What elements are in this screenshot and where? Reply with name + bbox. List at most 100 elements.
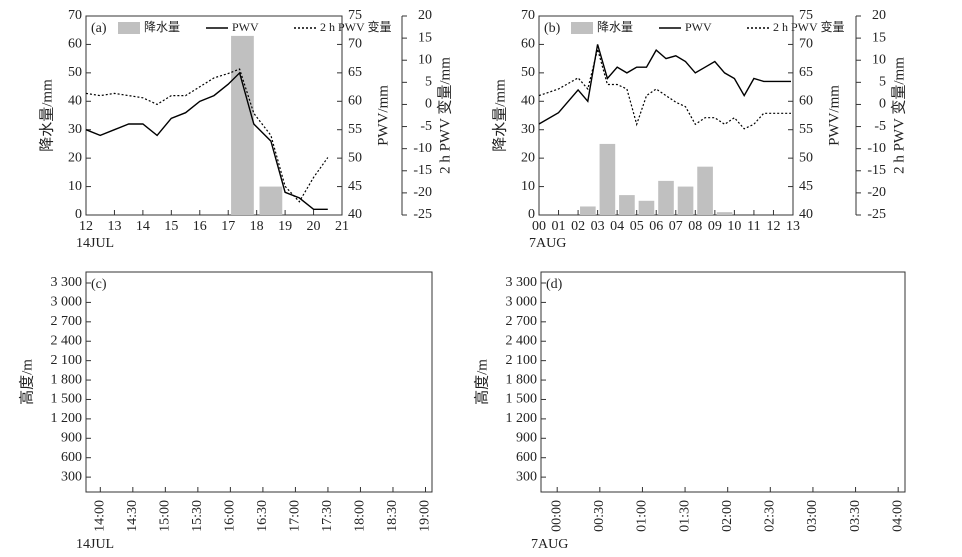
y-tick-label: 30 — [68, 122, 82, 137]
y3-tick-label: -15 — [867, 163, 886, 178]
x-tick-label: 03:00 — [805, 500, 820, 532]
y-tick-label: 20 — [68, 150, 82, 165]
y2-tick-label: 55 — [348, 122, 362, 137]
panel-label: (b) — [544, 21, 561, 36]
y-tick-label: 30 — [521, 122, 535, 137]
y3-tick-label: 5 — [425, 75, 432, 90]
y-tick-label: 2 100 — [506, 353, 538, 368]
bar — [259, 186, 283, 215]
y2-tick-label: 50 — [348, 150, 362, 165]
legend-label: PWV — [232, 20, 259, 34]
x-tick-label: 16:00 — [223, 500, 238, 532]
y2-tick-label: 65 — [348, 65, 362, 80]
y-tick-label: 20 — [521, 150, 535, 165]
y2-tick-label: 45 — [348, 179, 362, 194]
y-tick-label: 900 — [61, 431, 82, 446]
x-tick-label: 17 — [221, 219, 235, 234]
y-axis-label: 降水量/mm — [491, 79, 508, 152]
x-tick-label: 01:30 — [677, 500, 692, 532]
x-date-label: 7AUG — [531, 537, 568, 552]
bar — [716, 212, 733, 215]
x-tick-label: 08 — [688, 219, 702, 234]
y-tick-label: 3 300 — [506, 275, 538, 290]
y3-tick-label: 0 — [879, 97, 886, 112]
y-tick-label: 60 — [68, 37, 82, 52]
y3-tick-label: -25 — [413, 207, 432, 222]
y-tick-label: 600 — [516, 450, 537, 465]
y2-tick-label: 60 — [799, 94, 813, 109]
plot-frame — [85, 15, 343, 216]
y-tick-label: 1 800 — [51, 372, 83, 387]
y2-axis-label: PWV/mm — [826, 85, 842, 146]
y2-tick-label: 70 — [799, 37, 813, 52]
y-tick-label: 1 200 — [51, 411, 83, 426]
x-tick-label: 14:00 — [93, 500, 108, 532]
x-tick-label: 19 — [278, 219, 292, 234]
x-tick-label: 13 — [786, 219, 800, 234]
y2-tick-label: 55 — [799, 122, 813, 137]
y-tick-label: 40 — [521, 94, 535, 109]
y3-tick-label: -20 — [413, 185, 432, 200]
y2-tick-label: 70 — [348, 37, 362, 52]
y3-tick-label: -5 — [874, 119, 886, 134]
legend-label: PWV — [685, 20, 712, 34]
x-tick-label: 15:00 — [158, 500, 173, 532]
x-tick-label: 18 — [250, 219, 264, 234]
plot-frame — [540, 271, 906, 493]
y3-tick-label: -10 — [413, 141, 432, 156]
x-tick-label: 14 — [136, 219, 150, 234]
bar — [619, 195, 635, 215]
y2-tick-label: 45 — [799, 179, 813, 194]
x-tick-label: 18:30 — [385, 500, 400, 532]
y-tick-label: 1 500 — [51, 392, 83, 407]
bar — [697, 166, 713, 215]
x-tick-label: 16 — [193, 219, 207, 234]
x-tick-label: 00:00 — [549, 500, 564, 532]
y-tick-label: 2 100 — [51, 353, 83, 368]
line — [538, 46, 791, 130]
y-tick-label: 40 — [68, 94, 82, 109]
plot-frame — [85, 271, 433, 493]
x-tick-label: 14:30 — [125, 500, 140, 532]
y-tick-label: 900 — [516, 431, 537, 446]
x-tick-label: 03:30 — [848, 500, 863, 532]
legend-label: 2 h PWV 变量 — [773, 19, 844, 34]
y-tick-label: 2 700 — [506, 314, 538, 329]
x-tick-label: 15 — [164, 219, 178, 234]
y3-tick-label: -10 — [867, 141, 886, 156]
y-tick-label: 60 — [521, 37, 535, 52]
x-tick-label: 17:00 — [288, 500, 303, 532]
x-tick-label: 12 — [766, 219, 780, 234]
y-tick-label: 0 — [528, 207, 535, 222]
x-tick-label: 12 — [79, 219, 93, 234]
y-tick-label: 10 — [68, 179, 82, 194]
y-tick-label: 2 700 — [51, 314, 83, 329]
x-tick-label: 20 — [307, 219, 321, 234]
x-tick-label: 07 — [669, 219, 683, 234]
y-tick-label: 0 — [75, 207, 82, 222]
y-tick-label: 3 000 — [51, 295, 83, 310]
y3-tick-label: 20 — [418, 8, 432, 23]
legend-swatch — [571, 22, 593, 34]
y-tick-label: 300 — [516, 469, 537, 484]
y-tick-label: 70 — [68, 8, 82, 23]
y3-tick-label: 10 — [872, 52, 886, 67]
y3-tick-label: 20 — [872, 8, 886, 23]
x-tick-label: 09 — [708, 219, 722, 234]
x-tick-label: 00:30 — [592, 500, 607, 532]
y2-tick-label: 40 — [348, 207, 362, 222]
x-tick-label: 02:00 — [720, 500, 735, 532]
y3-tick-label: 15 — [418, 30, 432, 45]
y-tick-label: 70 — [521, 8, 535, 23]
y-tick-label: 1 200 — [506, 411, 538, 426]
y-tick-label: 1 500 — [506, 392, 538, 407]
bar — [658, 180, 674, 215]
y3-tick-label: 5 — [879, 75, 886, 90]
panel-label: (d) — [546, 277, 563, 292]
x-tick-label: 05 — [630, 219, 644, 234]
y3-axis-label: 2 h PWV 变量/mm — [436, 57, 453, 174]
legend-label: 降水量 — [597, 20, 633, 34]
x-tick-label: 04 — [610, 219, 624, 234]
x-date-label: 7AUG — [529, 236, 566, 251]
